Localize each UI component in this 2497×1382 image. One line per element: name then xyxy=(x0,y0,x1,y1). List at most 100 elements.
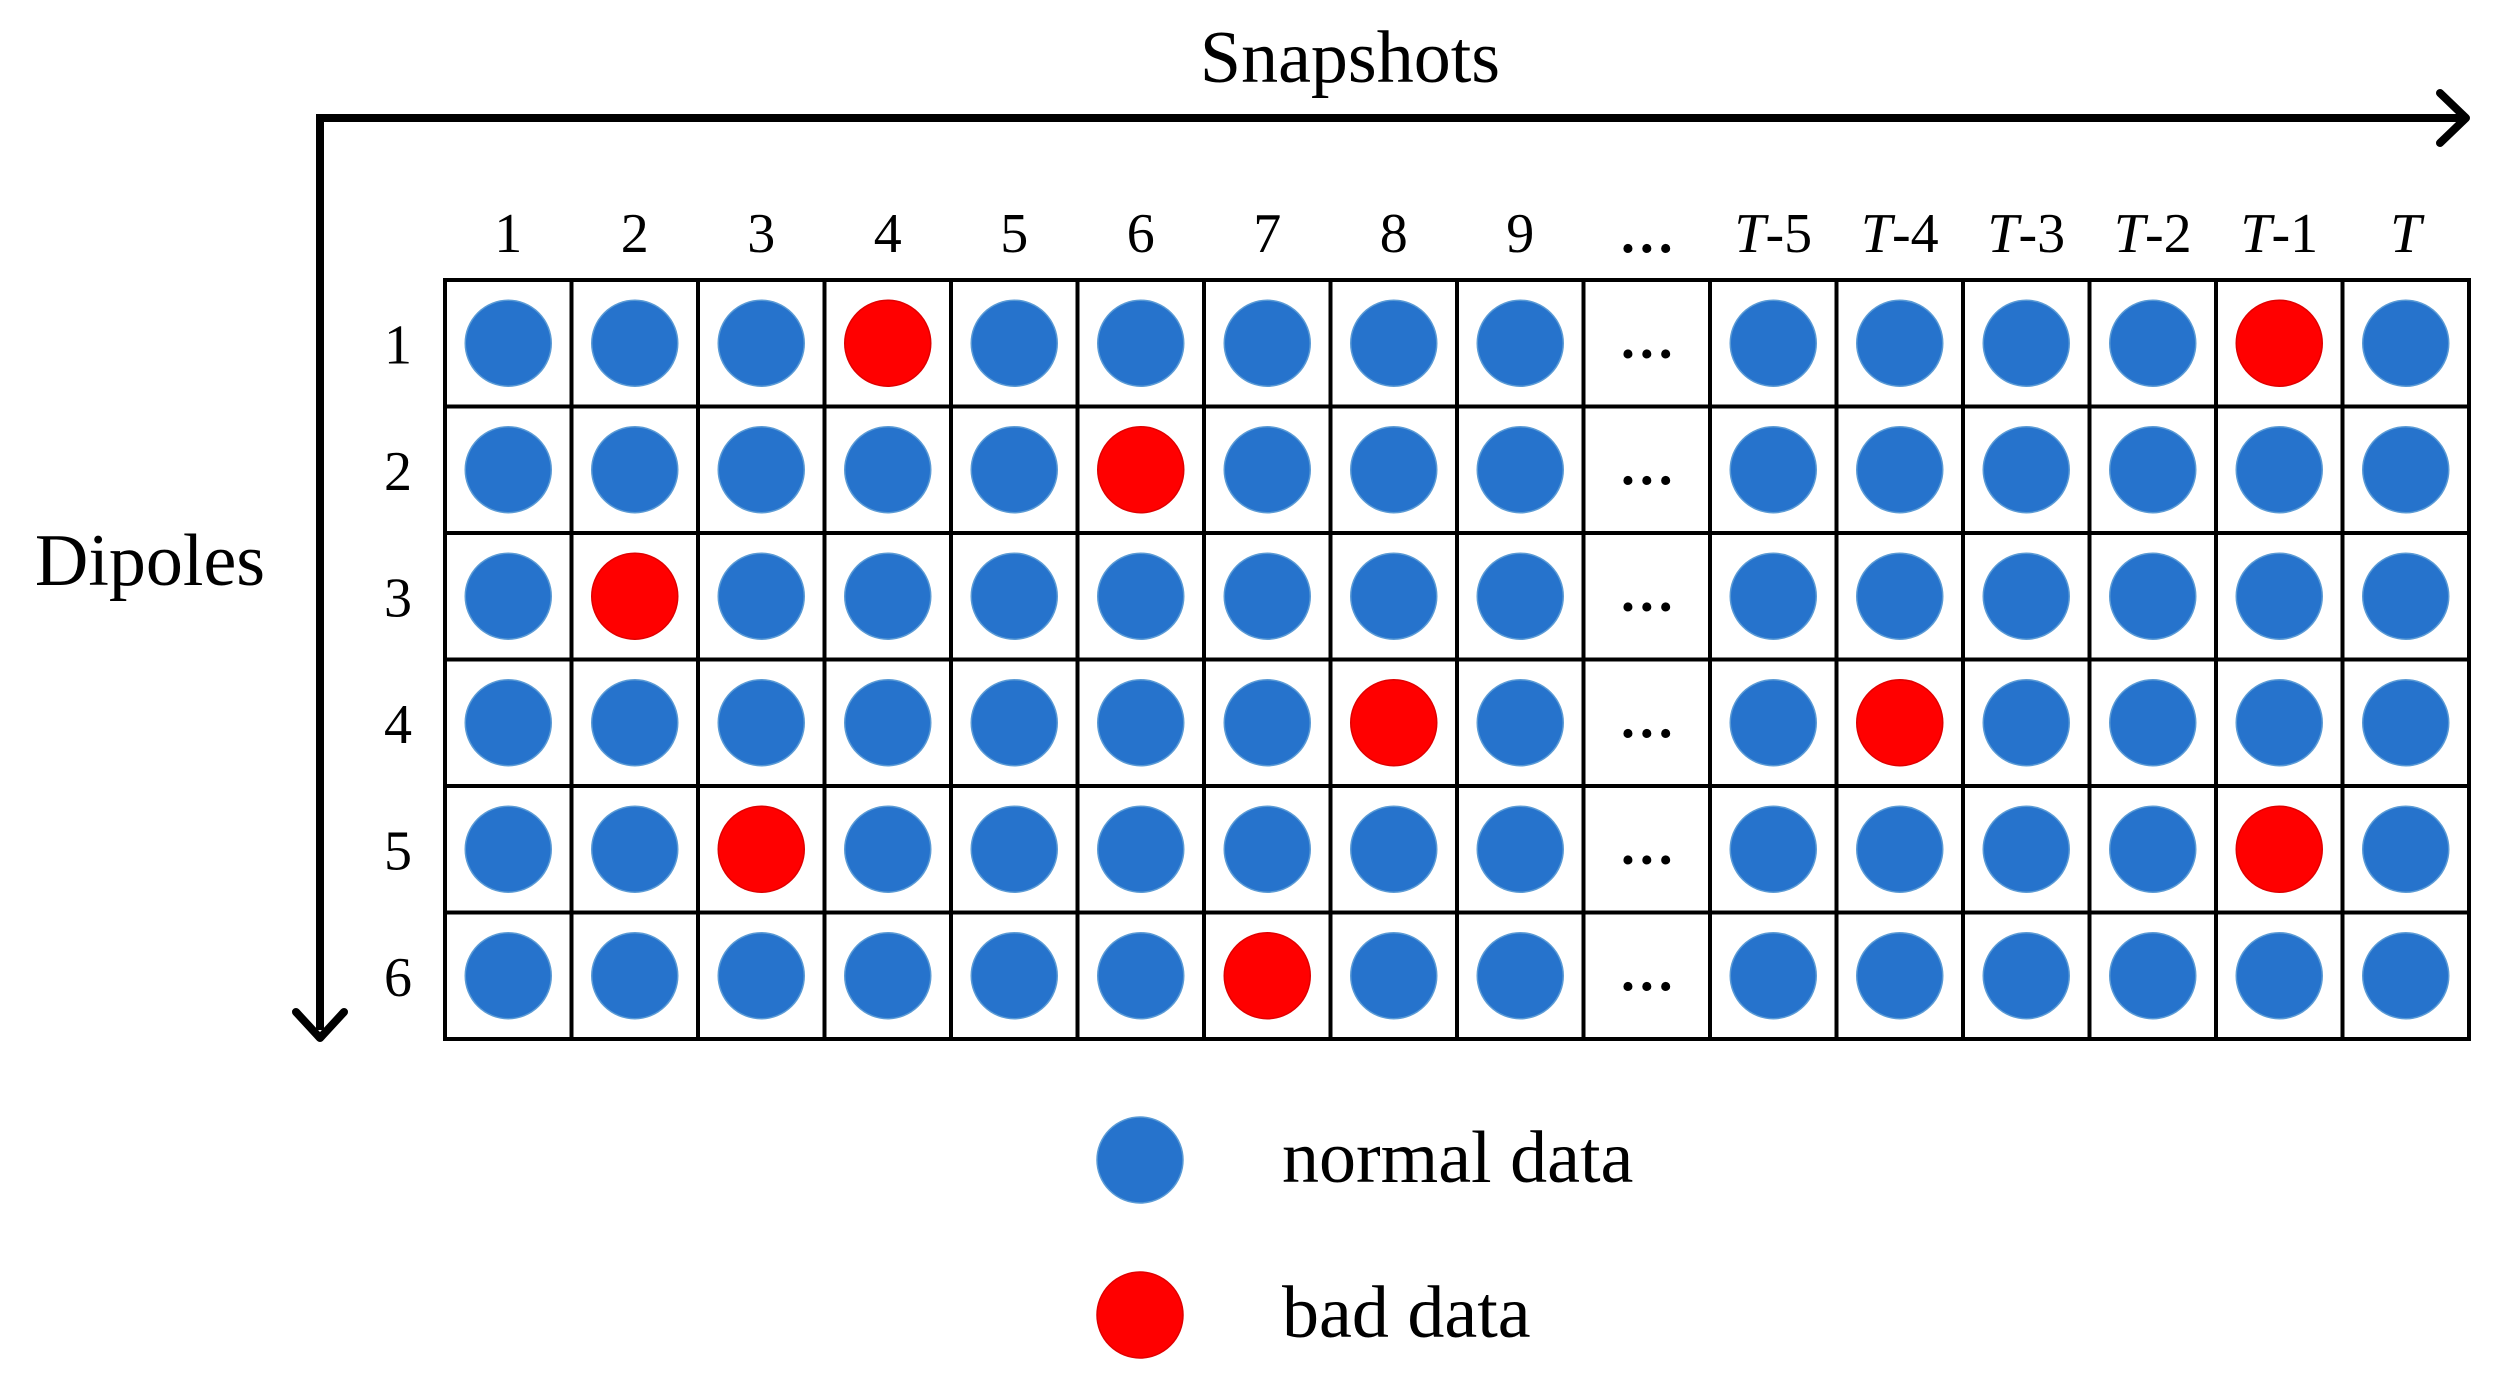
normal-data-dot xyxy=(1856,932,1944,1020)
normal-data-dot xyxy=(2109,932,2197,1020)
normal-data-dot xyxy=(1729,932,1817,1020)
normal-data-dot xyxy=(1729,805,1817,893)
normal-data-dot xyxy=(1223,552,1311,640)
normal-data-dot xyxy=(1476,932,1564,1020)
column-labels: 1 2 3 4 5 6 7 8 9… T-5 T-4 T-3 T-2 T-1 T xyxy=(494,203,2425,265)
column-label-suffix: -1 xyxy=(2272,203,2319,265)
normal-data-dot xyxy=(970,299,1058,387)
normal-data-dot xyxy=(2362,805,2450,893)
normal-data-dot xyxy=(464,932,552,1020)
normal-data-dot xyxy=(2109,426,2197,514)
normal-data-dot xyxy=(464,299,552,387)
grid-cell xyxy=(1581,278,1712,409)
column-label-suffix: -3 xyxy=(2019,203,2066,265)
normal-data-dot xyxy=(2362,679,2450,767)
column-label-suffix: -5 xyxy=(1766,203,1813,265)
bad-data-dot xyxy=(2235,299,2323,387)
bad-data-dot xyxy=(1856,679,1944,767)
normal-data-dot xyxy=(970,426,1058,514)
normal-data-dot xyxy=(970,552,1058,640)
ellipsis-cell: … xyxy=(1619,688,1675,750)
column-label: 9 xyxy=(1506,203,1534,265)
normal-data-dot xyxy=(1223,679,1311,767)
normal-data-dot xyxy=(464,552,552,640)
column-label: T-3 xyxy=(1987,203,2065,265)
bad-data-dot xyxy=(591,552,679,640)
normal-data-dot xyxy=(2109,805,2197,893)
normal-data-dot xyxy=(2362,299,2450,387)
normal-data-dot xyxy=(1856,299,1944,387)
column-label-T: T xyxy=(1861,203,1896,265)
column-label: 2 xyxy=(621,203,649,265)
normal-data-dot xyxy=(2235,552,2323,640)
column-label: T xyxy=(2390,203,2425,265)
ellipsis-cell: … xyxy=(1619,435,1675,497)
normal-data-dot xyxy=(1476,426,1564,514)
ellipsis-cell: … xyxy=(1619,814,1675,876)
normal-data-dot xyxy=(1097,805,1185,893)
row-label: 2 xyxy=(384,441,412,503)
grid-cell xyxy=(1581,404,1712,535)
normal-data-dot xyxy=(1856,552,1944,640)
column-label-suffix: -2 xyxy=(2145,203,2192,265)
normal-data-dot xyxy=(1729,426,1817,514)
column-label: 4 xyxy=(874,203,902,265)
normal-data-dot xyxy=(1350,932,1438,1020)
normal-data-dot xyxy=(1729,299,1817,387)
normal-data-dot xyxy=(1856,805,1944,893)
axis-lines xyxy=(316,114,2465,1030)
column-label: 7 xyxy=(1253,203,1281,265)
normal-data-dot xyxy=(970,805,1058,893)
normal-data-dot xyxy=(2109,552,2197,640)
bad-data-dot xyxy=(2235,805,2323,893)
normal-data-dot xyxy=(1476,679,1564,767)
normal-data-dot xyxy=(1223,805,1311,893)
row-label: 5 xyxy=(384,820,412,882)
row-label: 6 xyxy=(384,947,412,1009)
row-label: 3 xyxy=(384,567,412,629)
row-labels: 1 2 3 4 5 6 xyxy=(384,314,412,1009)
normal-data-dot xyxy=(1729,552,1817,640)
bad-data-dot xyxy=(1223,932,1311,1020)
normal-data-dot xyxy=(1982,299,2070,387)
normal-data-dot xyxy=(844,805,932,893)
normal-data-dot xyxy=(1097,552,1185,640)
column-label-T: T xyxy=(2390,203,2425,265)
normal-data-dot xyxy=(717,679,805,767)
grid-cell xyxy=(1581,910,1712,1041)
legend-bad-label: bad data xyxy=(1282,1272,1531,1354)
normal-data-dot xyxy=(2109,679,2197,767)
legend-normal-label: normal data xyxy=(1282,1117,1633,1199)
ellipsis-cell: … xyxy=(1619,941,1675,1003)
normal-data-dot xyxy=(2109,299,2197,387)
column-label: 5 xyxy=(1000,203,1028,265)
normal-data-dot xyxy=(1350,552,1438,640)
normal-data-dot xyxy=(1223,426,1311,514)
normal-data-dot xyxy=(717,932,805,1020)
row-label: 4 xyxy=(384,694,412,756)
normal-data-dot xyxy=(1097,299,1185,387)
column-label-T: T xyxy=(1734,203,1769,265)
x-axis-arrowhead xyxy=(2436,89,2470,147)
normal-data-dot xyxy=(591,679,679,767)
normal-data-dot xyxy=(464,805,552,893)
legend: normal data bad data xyxy=(1096,1116,1633,1359)
snapshots-axis-title: Snapshots xyxy=(1200,17,1500,99)
normal-data-dot xyxy=(1982,679,2070,767)
normal-data-dot xyxy=(1097,932,1185,1020)
normal-data-dot xyxy=(591,805,679,893)
ellipsis-cell: … xyxy=(1619,308,1675,370)
column-label: T-5 xyxy=(1734,203,1812,265)
column-label: 6 xyxy=(1127,203,1155,265)
normal-data-dot xyxy=(2362,552,2450,640)
normal-data-dot xyxy=(1350,805,1438,893)
column-label-suffix: -4 xyxy=(1892,203,1939,265)
normal-data-dot xyxy=(464,426,552,514)
normal-data-dot xyxy=(717,552,805,640)
normal-data-dot xyxy=(1982,426,2070,514)
normal-data-dot xyxy=(1476,805,1564,893)
normal-data-dot xyxy=(844,932,932,1020)
normal-data-dot xyxy=(2362,426,2450,514)
legend-normal-dot xyxy=(1096,1116,1184,1204)
